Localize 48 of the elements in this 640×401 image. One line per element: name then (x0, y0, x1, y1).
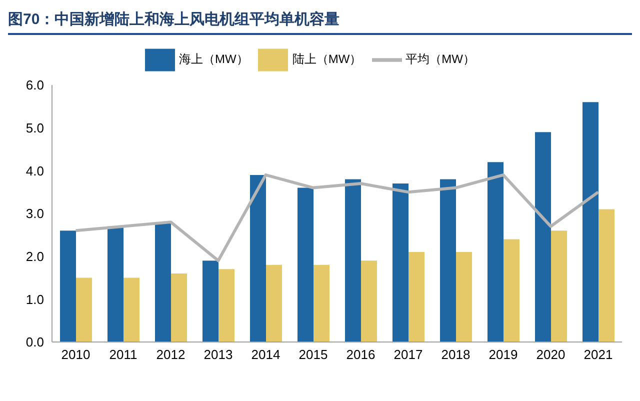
x-tick-label: 2019 (488, 347, 518, 362)
y-tick-label: 1.0 (26, 292, 44, 307)
x-tick-label: 2011 (109, 347, 138, 362)
bar (108, 226, 124, 342)
x-tick-label: 2018 (441, 347, 470, 362)
bar (392, 184, 408, 342)
bar (408, 252, 424, 342)
bar (171, 273, 187, 342)
bar (298, 188, 314, 342)
x-tick-label: 2010 (61, 347, 90, 362)
legend-label: 陆上（MW） (292, 52, 362, 66)
bar (314, 264, 330, 342)
y-tick-label: 3.0 (26, 206, 44, 222)
x-tick-label: 2021 (584, 347, 613, 362)
bar (218, 269, 234, 342)
bar (250, 174, 266, 342)
x-tick-label: 2012 (156, 347, 186, 362)
chart-title: 图70：中国新增陆上和海上风电机组平均单机容量 (8, 8, 632, 35)
bar (456, 252, 472, 342)
bar (361, 260, 377, 342)
y-tick-label: 4.0 (26, 163, 44, 178)
y-tick-label: 2.0 (26, 248, 44, 264)
bar (124, 278, 140, 342)
x-tick-label: 2015 (298, 347, 328, 362)
bar (582, 102, 598, 342)
legend-label: 平均（MW） (406, 52, 475, 66)
bar (551, 230, 567, 342)
bar (488, 162, 504, 342)
bar (598, 209, 614, 342)
x-tick-label: 2020 (536, 347, 566, 362)
y-tick-label: 0.0 (26, 334, 44, 350)
bar (76, 278, 92, 342)
bar (60, 230, 76, 342)
line-series (74, 173, 600, 262)
bar (202, 260, 218, 342)
y-tick-label: 5.0 (26, 120, 44, 136)
x-tick-label: 2013 (204, 347, 233, 362)
y-tick-label: 6.0 (26, 78, 44, 93)
x-tick-label: 2014 (251, 347, 280, 362)
bar (504, 239, 520, 342)
bar (345, 179, 361, 342)
x-tick-label: 2017 (394, 347, 423, 362)
bar (266, 264, 282, 342)
bar (155, 222, 171, 342)
bar (440, 179, 456, 342)
x-tick-label: 2016 (346, 347, 376, 362)
bar (535, 132, 551, 342)
legend-label: 海上（MW） (179, 52, 248, 66)
